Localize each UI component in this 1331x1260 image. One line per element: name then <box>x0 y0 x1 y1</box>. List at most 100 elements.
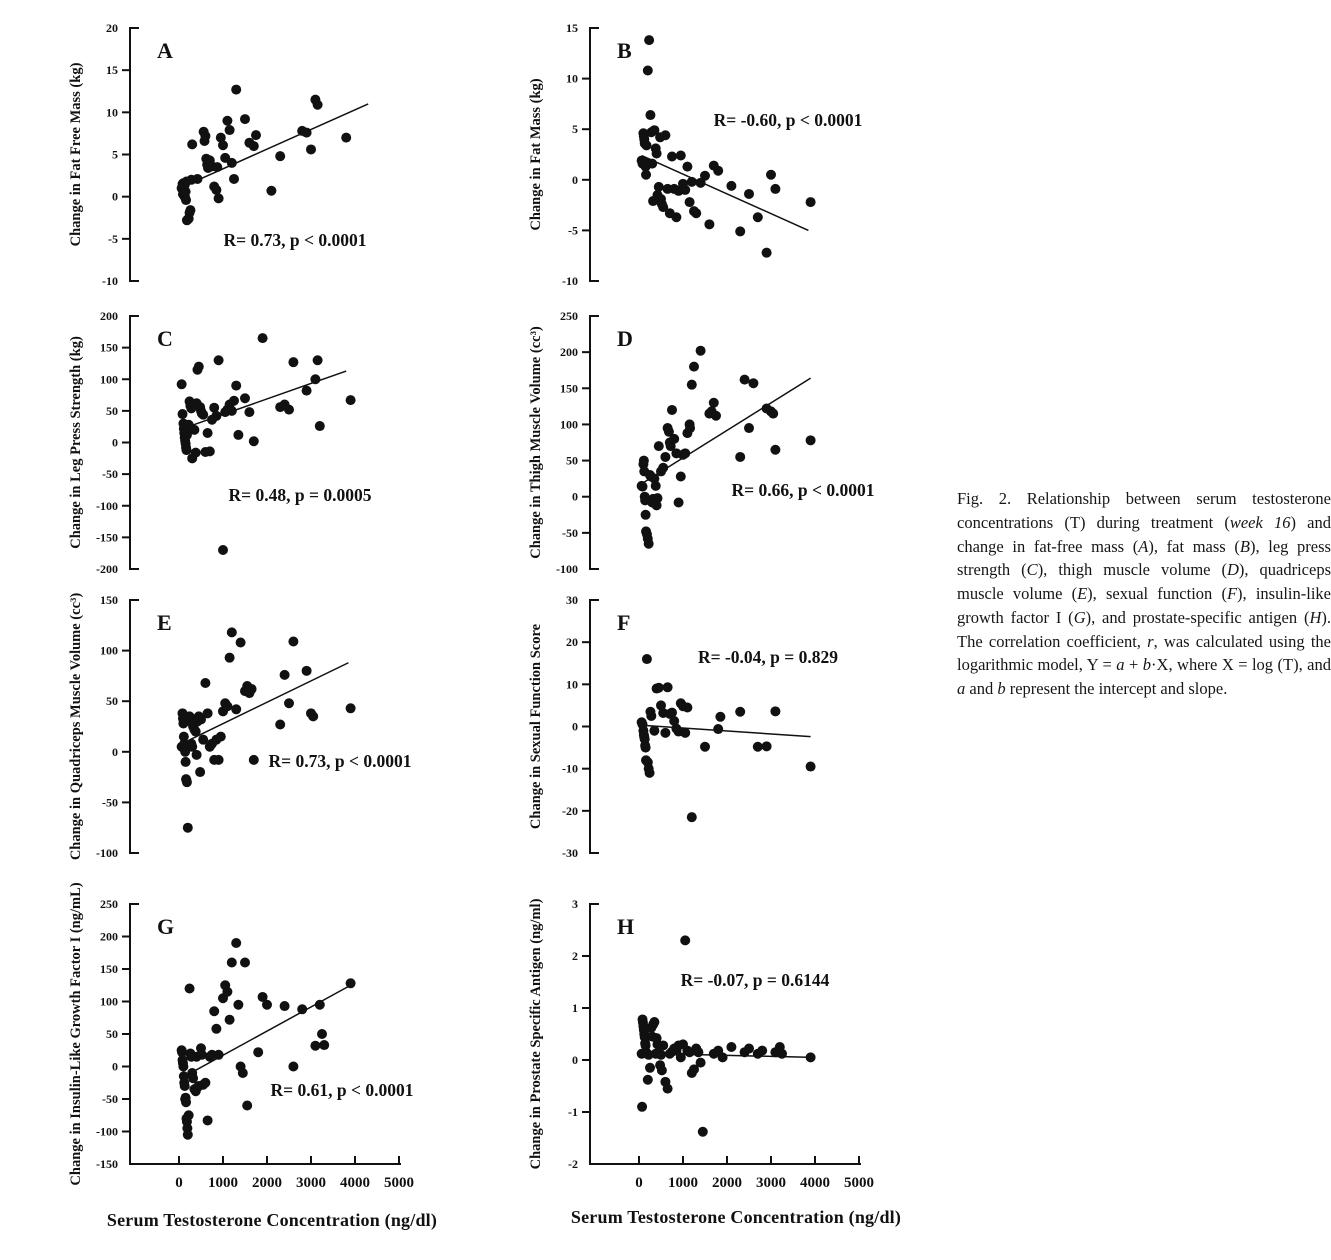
scatter-plot-quadriceps-volume: Change in Quadriceps Muscle Volume (cc³)… <box>68 593 412 861</box>
svg-text:50: 50 <box>566 454 578 468</box>
svg-text:3: 3 <box>572 897 578 911</box>
svg-text:0: 0 <box>572 1053 578 1067</box>
svg-text:-20: -20 <box>562 804 578 818</box>
svg-text:4000: 4000 <box>800 1175 830 1191</box>
svg-text:0: 0 <box>175 1175 183 1191</box>
svg-text:5: 5 <box>572 122 578 136</box>
svg-text:R= 0.73, p < 0.0001: R= 0.73, p < 0.0001 <box>224 230 367 250</box>
svg-text:Change in Sexual Function Scor: Change in Sexual Function Score <box>528 623 544 829</box>
svg-text:150: 150 <box>560 381 578 395</box>
svg-text:1: 1 <box>572 1001 578 1015</box>
svg-text:250: 250 <box>100 897 118 911</box>
svg-text:D: D <box>617 326 633 351</box>
svg-text:B: B <box>617 38 632 63</box>
svg-text:R= 0.61, p < 0.0001: R= 0.61, p < 0.0001 <box>271 1080 414 1100</box>
svg-text:5: 5 <box>112 148 118 162</box>
svg-text:15: 15 <box>566 21 578 35</box>
svg-text:G: G <box>157 914 174 939</box>
svg-text:100: 100 <box>100 372 118 386</box>
svg-text:10: 10 <box>566 72 578 86</box>
svg-text:R= -0.60, p < 0.0001: R= -0.60, p < 0.0001 <box>714 110 863 130</box>
svg-text:200: 200 <box>100 309 118 323</box>
svg-text:30: 30 <box>566 593 578 607</box>
svg-text:-50: -50 <box>562 526 578 540</box>
svg-text:-1: -1 <box>568 1105 578 1119</box>
svg-text:0: 0 <box>112 190 118 204</box>
svg-text:R= 0.66, p < 0.0001: R= 0.66, p < 0.0001 <box>732 480 875 500</box>
svg-text:R= -0.07, p = 0.6144: R= -0.07, p = 0.6144 <box>681 970 830 990</box>
svg-text:0: 0 <box>572 490 578 504</box>
svg-text:R= 0.48, p = 0.0005: R= 0.48, p = 0.0005 <box>229 485 372 505</box>
svg-text:-2: -2 <box>568 1157 578 1171</box>
svg-text:50: 50 <box>106 1027 118 1041</box>
svg-text:0: 0 <box>572 720 578 734</box>
svg-text:Change in Prostate Specific An: Change in Prostate Specific Antigen (ng/… <box>528 898 544 1169</box>
svg-text:-5: -5 <box>108 232 118 246</box>
svg-text:20: 20 <box>566 635 578 649</box>
svg-text:3000: 3000 <box>756 1175 786 1191</box>
svg-text:50: 50 <box>106 404 118 418</box>
svg-text:Change in Fat Free Mass (kg): Change in Fat Free Mass (kg) <box>68 62 84 246</box>
svg-text:0: 0 <box>635 1175 643 1191</box>
svg-text:-50: -50 <box>102 1092 118 1106</box>
svg-text:250: 250 <box>560 309 578 323</box>
panel-g: Change in Insulin-Like Growth Factor I (… <box>60 872 490 1217</box>
svg-text:150: 150 <box>100 341 118 355</box>
svg-text:R= 0.73, p < 0.0001: R= 0.73, p < 0.0001 <box>269 751 412 771</box>
panel-h: Change in Prostate Specific Antigen (ng/… <box>520 872 950 1217</box>
svg-text:C: C <box>157 326 173 351</box>
svg-text:A: A <box>157 38 173 63</box>
svg-text:-150: -150 <box>96 530 118 544</box>
svg-text:5000: 5000 <box>844 1175 874 1191</box>
svg-text:Change in Quadriceps Muscle Vo: Change in Quadriceps Muscle Volume (cc³) <box>68 593 84 861</box>
svg-text:-200: -200 <box>96 562 118 576</box>
panel-b: Change in Fat Mass (kg) 15 10 5 0 -5 -10 B R= -0… <box>520 8 950 296</box>
svg-text:3000: 3000 <box>296 1175 326 1191</box>
svg-text:20: 20 <box>106 21 118 35</box>
svg-text:2: 2 <box>572 949 578 963</box>
svg-text:1000: 1000 <box>668 1175 698 1191</box>
svg-text:10: 10 <box>106 105 118 119</box>
svg-text:-10: -10 <box>562 274 578 288</box>
svg-text:-5: -5 <box>568 223 578 237</box>
svg-text:Change in Fat Mass (kg): Change in Fat Mass (kg) <box>528 78 544 230</box>
scatter-plot-thigh-volume: Change in Thigh Muscle Volume (cc³) 250 20… <box>528 309 875 576</box>
svg-text:100: 100 <box>100 995 118 1009</box>
svg-text:200: 200 <box>100 930 118 944</box>
svg-text:-100: -100 <box>96 846 118 860</box>
svg-text:10: 10 <box>566 677 578 691</box>
x-axis-title-right: Serum Testosterone Concentration (ng/dl) <box>570 1207 902 1227</box>
panel-e: Change in Quadriceps Muscle Volume (cc³)… <box>60 580 490 868</box>
svg-text:-50: -50 <box>102 467 118 481</box>
svg-text:-150: -150 <box>96 1157 118 1171</box>
svg-text:-100: -100 <box>96 1125 118 1139</box>
svg-text:150: 150 <box>100 593 118 607</box>
panel-f: Change in Sexual Function Score 30 20 10 0 -1… <box>520 580 950 868</box>
svg-text:-50: -50 <box>102 795 118 809</box>
panel-a: Change in Fat Free Mass (kg) 20 15 10 5 0 -5 -1… <box>60 8 490 296</box>
svg-text:15: 15 <box>106 63 118 77</box>
scatter-plot-sexual-function: Change in Sexual Function Score 30 20 10 0 -1… <box>528 593 838 860</box>
svg-text:Change in Leg Press Strength (: Change in Leg Press Strength (kg) <box>68 336 84 549</box>
svg-text:-30: -30 <box>562 846 578 860</box>
svg-text:-100: -100 <box>96 499 118 513</box>
scatter-plot-fat-mass: Change in Fat Mass (kg) 15 10 5 0 -5 -10 B R= -0… <box>528 21 863 288</box>
scatter-plot-igf: Change in Insulin-Like Growth Factor I (… <box>68 882 414 1191</box>
svg-text:-10: -10 <box>102 274 118 288</box>
svg-text:-100: -100 <box>556 562 578 576</box>
svg-text:E: E <box>157 610 172 635</box>
svg-text:0: 0 <box>112 436 118 450</box>
svg-text:5000: 5000 <box>384 1175 414 1191</box>
scatter-plot-fat-free-mass: Change in Fat Free Mass (kg) 20 15 10 5 0 -5 -1… <box>68 21 369 288</box>
svg-text:-10: -10 <box>562 762 578 776</box>
svg-text:0: 0 <box>112 745 118 759</box>
svg-text:100: 100 <box>560 417 578 431</box>
svg-text:100: 100 <box>100 644 118 658</box>
figure-caption: Fig. 2. Relationship between serum testo… <box>957 489 1331 698</box>
svg-text:2000: 2000 <box>252 1175 282 1191</box>
svg-text:1000: 1000 <box>208 1175 238 1191</box>
svg-text:50: 50 <box>106 694 118 708</box>
panel-d: Change in Thigh Muscle Volume (cc³) 250 20… <box>520 296 950 584</box>
svg-text:F: F <box>617 610 630 635</box>
